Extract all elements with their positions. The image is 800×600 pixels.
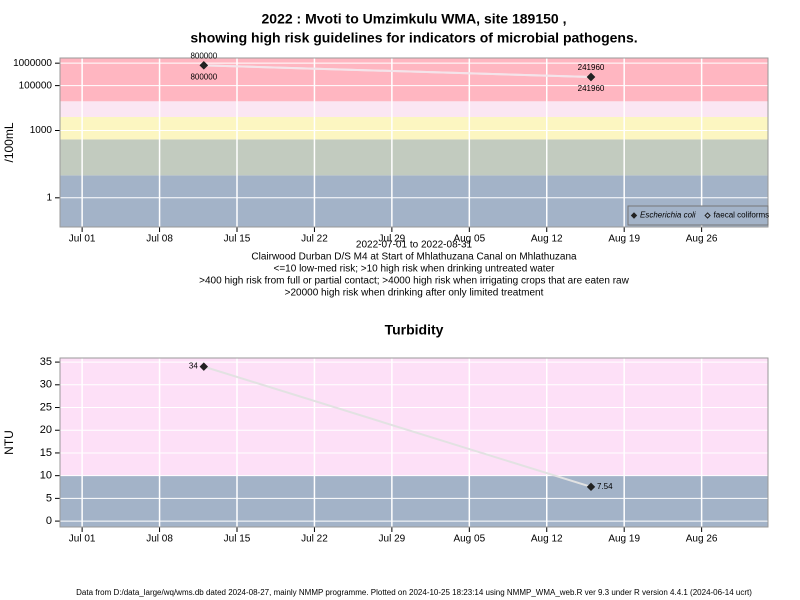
x-tick-label: Aug 05 (453, 534, 485, 545)
x-tick-label: Jul 15 (224, 234, 251, 245)
axis-note: >400 high risk from full or partial cont… (199, 276, 629, 287)
x-tick-label: Jul 29 (379, 234, 406, 245)
x-tick-label: Aug 05 (453, 234, 485, 245)
y-tick-label: 10 (40, 470, 52, 482)
y-axis-label: NTU (2, 430, 16, 455)
y-tick-label: 15 (40, 447, 52, 459)
legend-label: faecal coliforms (714, 211, 770, 220)
axis-note: >20000 high risk when drinking after onl… (285, 288, 544, 299)
risk-band (60, 101, 768, 117)
x-tick-label: Jul 22 (301, 534, 328, 545)
chart-title: Turbidity (385, 322, 444, 338)
chart-title: 2022 : Mvoti to Umzimkulu WMA, site 1891… (262, 11, 567, 27)
x-tick-label: Aug 12 (531, 234, 563, 245)
x-tick-label: Jul 01 (69, 234, 96, 245)
x-tick-label: Jul 22 (301, 234, 328, 245)
y-tick-label: 30 (40, 379, 52, 391)
risk-band (60, 58, 768, 102)
x-tick-label: Aug 19 (608, 534, 640, 545)
data-label: 241960 (578, 63, 605, 72)
data-point (586, 482, 596, 492)
y-tick-label: 1000 (30, 125, 53, 136)
plot-frame (59, 357, 769, 528)
chart-title: showing high risk guidelines for indicat… (190, 30, 637, 46)
data-label: 241960 (578, 84, 605, 93)
x-tick-label: Jul 08 (146, 534, 173, 545)
series-line (203, 64, 592, 78)
y-tick-label: 20 (40, 424, 52, 436)
x-tick-label: Jul 15 (224, 534, 251, 545)
legend-label: Escherichia coli (640, 211, 696, 220)
x-tick-label: Aug 26 (686, 534, 718, 545)
y-tick-label: 35 (40, 356, 52, 368)
legend-marker (630, 212, 638, 219)
x-tick-label: Aug 19 (608, 234, 640, 245)
x-tick-label: Aug 26 (686, 234, 718, 245)
y-tick-label: 0 (46, 515, 52, 527)
risk-band (60, 116, 768, 140)
data-point (199, 362, 209, 371)
x-tick-label: Jul 08 (146, 234, 173, 245)
x-tick-label: Jul 01 (69, 534, 96, 545)
y-tick-label: 25 (40, 401, 52, 413)
risk-band (60, 358, 768, 476)
y-tick-label: 5 (46, 492, 52, 504)
data-label: 34 (189, 362, 198, 371)
data-label: 800000 (190, 72, 217, 81)
plot-frame (59, 57, 769, 228)
axis-note: Clairwood Durban D/S M4 at Start of Mhla… (251, 252, 577, 263)
legend-box (627, 205, 769, 226)
data-label: 800000 (190, 51, 217, 60)
axis-note: 2022-07-01 to 2022-08-31 (356, 240, 473, 251)
x-tick-label: Aug 12 (531, 534, 563, 545)
footer: Data from D:/data_large/wq/wms.db dated … (76, 588, 752, 597)
y-tick-label: 100000 (19, 80, 53, 91)
data-point (586, 72, 596, 82)
y-tick-label: 1000000 (13, 58, 52, 69)
axis-note: <=10 low-med risk; >10 high risk when dr… (274, 264, 556, 275)
risk-band (60, 475, 768, 527)
data-point (199, 61, 209, 70)
series-line (203, 365, 592, 488)
y-axis-label: /100mL (2, 122, 16, 162)
risk-band (60, 139, 768, 176)
y-tick-label: 1 (46, 192, 52, 203)
x-tick-label: Jul 29 (379, 534, 406, 545)
data-label: 7.54 (597, 482, 613, 491)
legend-marker (704, 212, 711, 219)
